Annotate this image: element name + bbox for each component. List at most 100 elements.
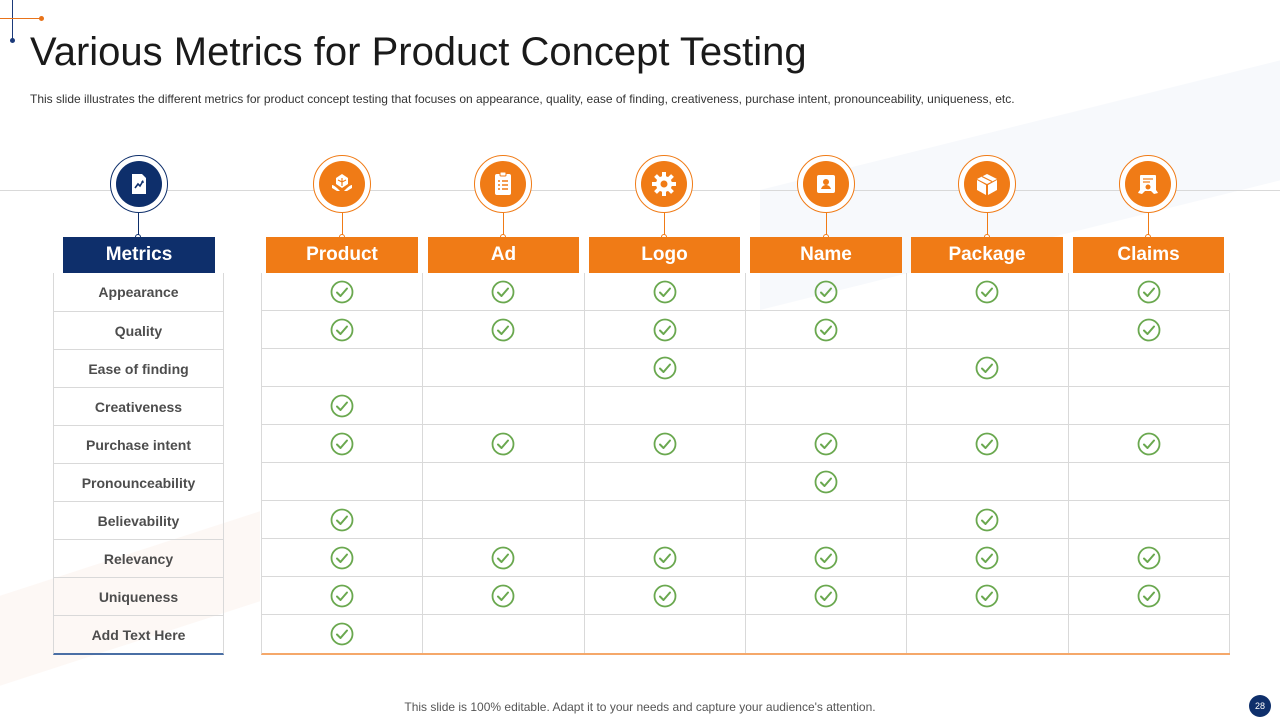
connector-line [138,213,139,237]
grid-cell [746,463,908,500]
grid-cell [585,577,746,614]
metric-label: Creativeness [54,387,223,425]
check-circle-icon [1137,546,1161,569]
table-row [262,273,1230,311]
check-circle-icon [814,470,838,493]
grid-cell [585,615,746,653]
grid-cell [746,311,908,348]
grid-cell [585,501,746,538]
corner-decoration-horizontal [0,18,42,19]
metric-label: Uniqueness [54,577,223,615]
table-row [262,425,1230,463]
table-row [262,349,1230,387]
column-header-name: Name [750,237,902,273]
table-row [262,463,1230,501]
grid-cell [423,311,585,348]
grid-cell [1069,425,1230,462]
check-circle-icon [330,584,354,607]
column-header-ad: Ad [428,237,579,273]
page-title: Various Metrics for Product Concept Test… [30,30,807,74]
grid-cell [907,615,1069,653]
check-circle-icon [492,584,515,607]
grid-cell [1069,349,1230,386]
check-circle-icon [330,546,354,569]
grid-cell [585,463,746,500]
grid-cell [423,349,585,386]
chart-document-icon [132,174,146,194]
check-circle-icon [976,432,999,455]
metrics-header: Metrics [63,237,215,273]
check-circle-icon [814,584,838,607]
column-header-package: Package [911,237,1063,273]
grid-cell [423,577,585,614]
grid-cell [746,273,908,310]
grid-cell [1069,577,1230,614]
check-circle-icon [330,622,354,646]
grid-cell [423,615,585,653]
grid-cell [423,425,585,462]
grid-cell [423,539,585,576]
table-row [262,539,1230,577]
corner-decoration-dot-orange [39,16,44,21]
grid-cell [585,539,746,576]
gear-icon [652,172,676,196]
metric-label: Pronounceability [54,463,223,501]
grid-cell [423,501,585,538]
check-circle-icon [653,546,677,569]
package-icon-badge [958,155,1016,213]
grid-cell [746,539,908,576]
grid-cell [262,463,424,500]
check-circle-icon [1137,584,1161,607]
grid-cell [1069,539,1230,576]
grid-cell [746,615,908,653]
grid-cell [262,273,424,310]
grid-cell [585,425,746,462]
check-circle-icon [492,432,515,455]
check-circle-icon [492,546,515,569]
check-circle-icon [976,356,999,379]
logo-icon-badge [635,155,693,213]
check-circle-icon [492,318,515,341]
grid-cell [746,387,908,424]
grid-cell [262,577,424,614]
connector-line [1148,213,1149,237]
page-subtitle: This slide illustrates the different met… [30,92,1015,106]
check-circle-icon [976,584,999,607]
connector-line [987,213,988,237]
grid-cell [1069,387,1230,424]
grid-cell [907,311,1069,348]
corner-decoration-dot [10,38,15,43]
grid-cell [907,577,1069,614]
grid-cell [423,463,585,500]
check-circle-icon [330,432,354,455]
table-row [262,311,1230,349]
grid-cell [746,577,908,614]
check-circle-icon [330,394,354,417]
check-circle-icon [1137,318,1161,341]
metric-label: Believability [54,501,223,539]
check-circle-icon [814,318,838,341]
corner-decoration-vertical [12,0,13,40]
check-circle-icon [330,318,354,341]
footer-note: This slide is 100% editable. Adapt it to… [404,700,876,714]
check-circle-icon [653,280,677,303]
grid-cell [262,501,424,538]
certificate-icon [1138,175,1158,194]
package-box-icon [977,174,997,195]
check-circle-icon [330,280,354,303]
ad-icon-badge [474,155,532,213]
name-icon-badge [797,155,855,213]
grid-cell [423,273,585,310]
grid-cell [585,349,746,386]
grid-cell [262,539,424,576]
grid-cell [585,387,746,424]
clipboard-checklist-icon [495,171,511,195]
connector-line [503,213,504,237]
connector-line [342,213,343,237]
id-badge-icon [817,175,835,193]
metric-label: Purchase intent [54,425,223,463]
check-circle-icon [1137,432,1161,455]
check-circle-icon [653,584,677,607]
grid-cell [907,387,1069,424]
grid-cell [262,387,424,424]
